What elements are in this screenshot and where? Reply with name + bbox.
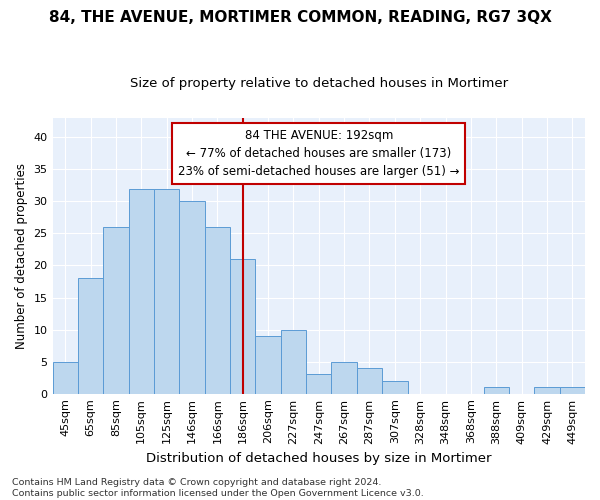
Bar bbox=[331, 362, 357, 394]
Y-axis label: Number of detached properties: Number of detached properties bbox=[15, 163, 28, 349]
Bar bbox=[382, 381, 407, 394]
Bar bbox=[256, 336, 281, 394]
Bar bbox=[560, 388, 585, 394]
Bar bbox=[306, 374, 331, 394]
Bar bbox=[154, 188, 179, 394]
Bar bbox=[230, 259, 256, 394]
Title: Size of property relative to detached houses in Mortimer: Size of property relative to detached ho… bbox=[130, 78, 508, 90]
Bar bbox=[357, 368, 382, 394]
Bar bbox=[179, 202, 205, 394]
Bar bbox=[205, 227, 230, 394]
Bar bbox=[78, 278, 103, 394]
Text: 84, THE AVENUE, MORTIMER COMMON, READING, RG7 3QX: 84, THE AVENUE, MORTIMER COMMON, READING… bbox=[49, 10, 551, 25]
Bar bbox=[53, 362, 78, 394]
Text: 84 THE AVENUE: 192sqm
← 77% of detached houses are smaller (173)
23% of semi-det: 84 THE AVENUE: 192sqm ← 77% of detached … bbox=[178, 129, 460, 178]
Bar bbox=[128, 188, 154, 394]
Bar bbox=[484, 388, 509, 394]
X-axis label: Distribution of detached houses by size in Mortimer: Distribution of detached houses by size … bbox=[146, 452, 491, 465]
Bar bbox=[103, 227, 128, 394]
Bar bbox=[281, 330, 306, 394]
Text: Contains HM Land Registry data © Crown copyright and database right 2024.
Contai: Contains HM Land Registry data © Crown c… bbox=[12, 478, 424, 498]
Bar bbox=[534, 388, 560, 394]
